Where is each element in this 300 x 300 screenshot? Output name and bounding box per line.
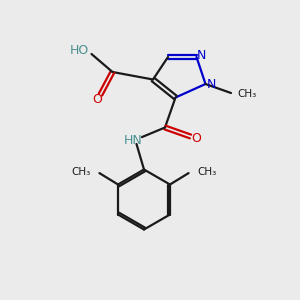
Text: CH₃: CH₃ (197, 167, 216, 177)
Text: HN: HN (124, 134, 142, 147)
Text: O: O (191, 132, 201, 146)
Text: N: N (196, 49, 206, 62)
Text: O: O (92, 93, 102, 106)
Text: CH₃: CH₃ (72, 167, 91, 177)
Text: HO: HO (69, 44, 88, 57)
Text: N: N (207, 77, 216, 91)
Text: CH₃: CH₃ (238, 89, 257, 99)
